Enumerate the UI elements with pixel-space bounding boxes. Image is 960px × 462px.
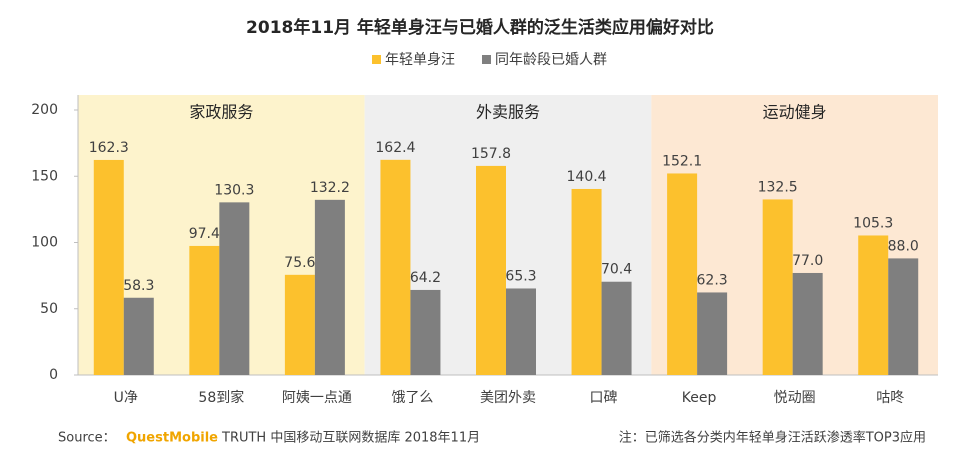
x-tick-label: 饿了么 — [391, 390, 433, 406]
data-label: 75.6 — [284, 255, 315, 271]
bar — [792, 272, 823, 375]
bar — [571, 188, 602, 375]
bar — [888, 258, 919, 375]
note: 注：已筛选各分类内年轻单身汪活跃渗透率TOP3应用 — [619, 430, 926, 446]
data-label: 88.0 — [888, 238, 919, 254]
bar — [667, 173, 698, 375]
bar — [506, 288, 536, 375]
data-label: 77.0 — [792, 253, 823, 269]
x-tick-label: 美团外卖 — [480, 390, 536, 406]
x-tick-label: 口碑 — [590, 390, 618, 406]
data-label: 97.4 — [189, 226, 220, 242]
source-text: TRUTH 中国移动互联网数据库 2018年11月 — [221, 430, 480, 446]
bar — [380, 159, 411, 375]
data-label: 58.3 — [123, 278, 154, 294]
data-label: 152.1 — [662, 153, 702, 169]
legend-label: 年轻单身汪 — [385, 52, 455, 68]
group-label: 运动健身 — [763, 103, 827, 122]
data-label: 62.3 — [697, 272, 728, 288]
data-label: 162.4 — [375, 140, 415, 156]
chart-title: 2018年11月 年轻单身汪与已婚人群的泛生活类应用偏好对比 — [246, 17, 714, 38]
legend-swatch — [482, 55, 491, 64]
bar — [601, 281, 632, 375]
bar — [314, 199, 345, 375]
source-label: Source： — [58, 431, 116, 446]
source-brand: QuestMobile — [126, 431, 218, 446]
x-tick-label: 阿姨一点通 — [282, 390, 352, 406]
x-tick-label: Keep — [682, 390, 717, 406]
data-label: 162.3 — [89, 140, 129, 156]
bar — [697, 292, 728, 375]
data-label: 64.2 — [410, 270, 441, 286]
x-tick-label: 咕咚 — [876, 390, 904, 406]
group-label: 外卖服务 — [476, 103, 540, 122]
data-label: 132.5 — [758, 179, 798, 195]
y-tick-label: 50 — [40, 301, 58, 317]
x-tick-label: U净 — [114, 390, 138, 406]
data-label: 65.3 — [505, 268, 536, 284]
data-label: 132.2 — [310, 180, 350, 196]
bar — [93, 159, 124, 375]
bar — [123, 297, 154, 375]
bar — [410, 289, 441, 375]
x-tick-label: 58到家 — [198, 389, 244, 406]
bar — [762, 199, 793, 375]
y-tick-label: 0 — [49, 367, 58, 383]
bar — [189, 245, 220, 375]
data-label: 70.4 — [601, 262, 632, 278]
bar — [476, 165, 506, 375]
data-label: 130.3 — [214, 182, 254, 198]
data-label: 157.8 — [471, 146, 511, 162]
y-tick-label: 150 — [31, 168, 58, 184]
bar — [284, 274, 315, 375]
legend-label: 同年龄段已婚人群 — [495, 52, 607, 68]
bar — [219, 202, 250, 375]
y-tick-label: 100 — [31, 235, 58, 251]
y-tick-label: 200 — [31, 102, 58, 118]
bar — [858, 235, 889, 375]
group-label: 家政服务 — [189, 103, 253, 122]
data-label: 105.3 — [853, 215, 893, 231]
data-label: 140.4 — [567, 169, 607, 185]
x-tick-label: 悦动圈 — [774, 390, 816, 406]
legend-swatch — [372, 55, 381, 64]
